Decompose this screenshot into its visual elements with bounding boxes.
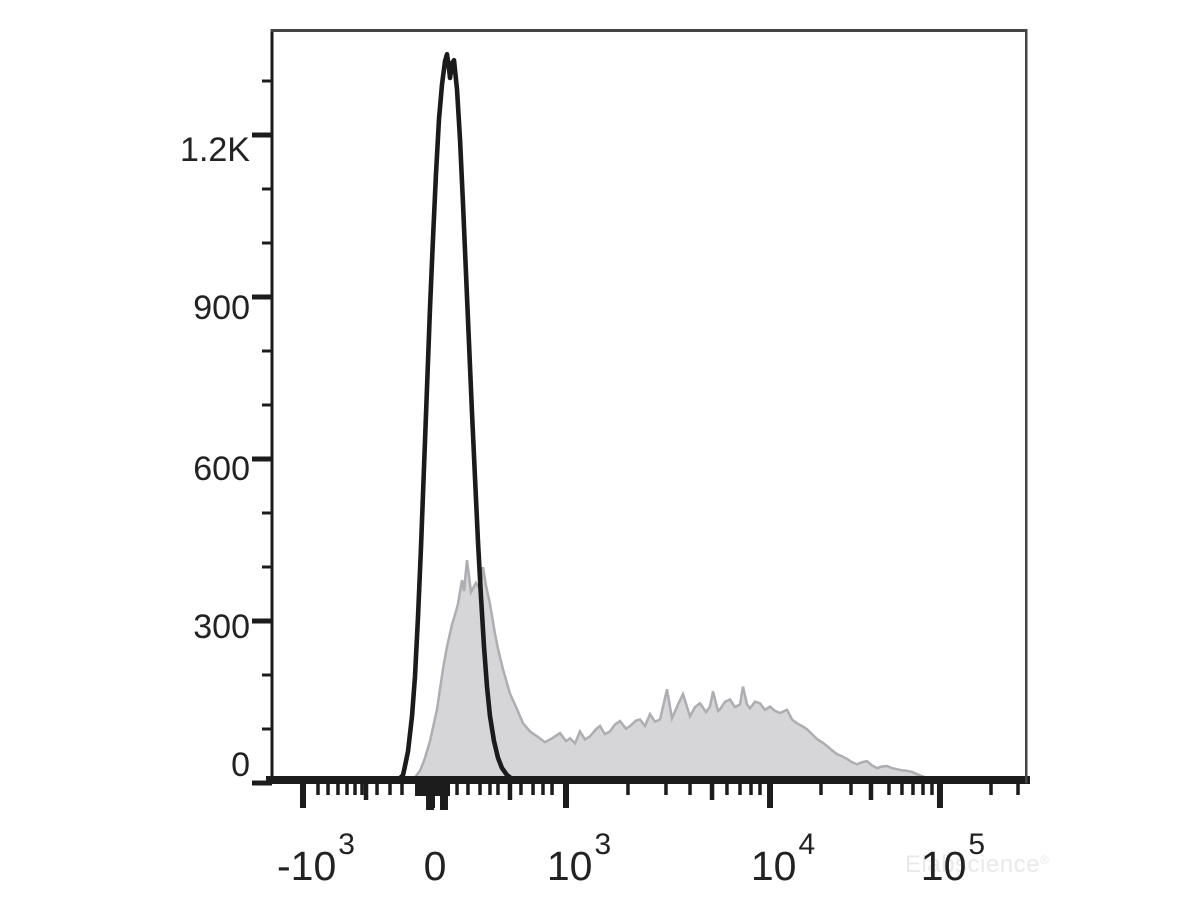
- x-zero-tick-cluster-tooth: [439, 784, 448, 810]
- watermark: Elabscience®: [905, 851, 1049, 879]
- x-axis-tick-label: 105: [920, 828, 985, 891]
- x-minor-tick: [400, 784, 404, 795]
- x-tick-exponent: 3: [594, 828, 612, 861]
- y-minor-tick: [262, 349, 272, 353]
- x-medium-tick: [709, 784, 715, 800]
- black-outline-histogram-curve: [269, 51, 1029, 783]
- x-minor-tick: [345, 784, 349, 795]
- x-minor-tick: [375, 784, 379, 795]
- y-minor-tick: [262, 673, 272, 677]
- x-minor-tick: [455, 784, 459, 795]
- x-tick-base: 10: [750, 843, 797, 889]
- x-tick-exponent: 3: [338, 828, 355, 861]
- x-minor-tick: [531, 784, 535, 795]
- x-minor-tick: [819, 784, 823, 795]
- x-medium-tick: [363, 784, 369, 800]
- x-minor-tick: [758, 784, 762, 795]
- plot-frame-layer: [266, 29, 1030, 784]
- x-zero-tick-cluster-tooth: [426, 784, 435, 810]
- x-minor-tick: [550, 784, 554, 795]
- y-axis-ticks-layer: [252, 79, 272, 786]
- x-minor-tick: [353, 784, 357, 795]
- x-minor-tick: [316, 784, 320, 795]
- x-axis-tick-label: -103: [277, 828, 355, 891]
- x-minor-tick: [749, 784, 753, 795]
- y-axis-tick-label: 600: [193, 450, 250, 488]
- y-major-tick: [252, 456, 272, 462]
- x-minor-tick: [1016, 784, 1020, 795]
- x-tick-base: -10: [277, 843, 337, 889]
- x-minor-tick: [921, 784, 925, 795]
- y-major-tick: [252, 132, 272, 138]
- x-medium-tick: [507, 784, 513, 800]
- x-minor-tick: [388, 784, 392, 795]
- x-major-tick: [299, 784, 306, 808]
- y-minor-tick: [262, 727, 272, 731]
- x-minor-tick: [887, 784, 891, 795]
- x-major-tick: [767, 784, 774, 808]
- x-minor-tick: [738, 784, 742, 795]
- x-minor-tick: [664, 784, 668, 795]
- y-minor-tick: [262, 187, 272, 191]
- x-minor-tick: [496, 784, 500, 795]
- x-axis-tick-label: 0: [423, 843, 447, 889]
- x-major-tick: [936, 784, 943, 808]
- x-axis-tick-label: 104: [750, 828, 815, 891]
- gray-filled-histogram-curve: [410, 560, 934, 782]
- y-axis-tick-label: 900: [193, 289, 250, 327]
- x-minor-tick: [336, 784, 340, 795]
- x-minor-tick: [930, 784, 934, 795]
- x-tick-exponent: 4: [798, 828, 816, 861]
- x-minor-tick: [466, 784, 470, 795]
- y-minor-tick: [262, 511, 272, 515]
- x-axis-line: [266, 776, 1030, 784]
- y-axis-line: [270, 31, 274, 784]
- y-axis-tick-label: 1.2K: [180, 131, 250, 169]
- y-axis-tick-label: 300: [193, 608, 250, 646]
- x-tick-base: 10: [546, 843, 593, 889]
- x-minor-tick: [989, 784, 993, 795]
- x-minor-tick: [360, 784, 364, 795]
- x-major-tick: [562, 784, 569, 808]
- x-medium-tick: [868, 784, 874, 800]
- plot-right-border: [1025, 29, 1028, 783]
- y-axis-tick-label: 0: [231, 746, 250, 784]
- x-minor-tick: [900, 784, 904, 795]
- x-minor-tick: [541, 784, 545, 795]
- y-minor-tick: [262, 241, 272, 245]
- x-minor-tick: [326, 784, 330, 795]
- histogram-series-layer: [269, 51, 1029, 783]
- x-minor-tick: [488, 784, 492, 795]
- plot-top-border: [270, 29, 1028, 32]
- y-minor-tick: [262, 403, 272, 407]
- x-minor-tick: [688, 784, 692, 795]
- x-axis-tick-label: 103: [546, 828, 611, 891]
- x-minor-tick: [519, 784, 523, 795]
- y-major-tick: [252, 294, 272, 300]
- x-minor-tick: [626, 784, 630, 795]
- watermark-text: Elabscience: [905, 851, 1040, 878]
- y-minor-tick: [262, 79, 272, 83]
- y-major-tick: [252, 780, 272, 786]
- x-tick-base: 0: [423, 843, 447, 889]
- y-major-tick: [252, 618, 272, 624]
- x-tick-exponent: 5: [968, 828, 986, 861]
- registered-trademark-icon: ®: [1039, 853, 1050, 867]
- x-minor-tick: [911, 784, 915, 795]
- y-minor-tick: [262, 565, 272, 569]
- x-minor-tick: [849, 784, 853, 795]
- x-minor-tick: [478, 784, 482, 795]
- x-axis-ticks-layer: [299, 784, 1020, 810]
- x-tick-base: 10: [920, 843, 967, 889]
- x-minor-tick: [725, 784, 729, 795]
